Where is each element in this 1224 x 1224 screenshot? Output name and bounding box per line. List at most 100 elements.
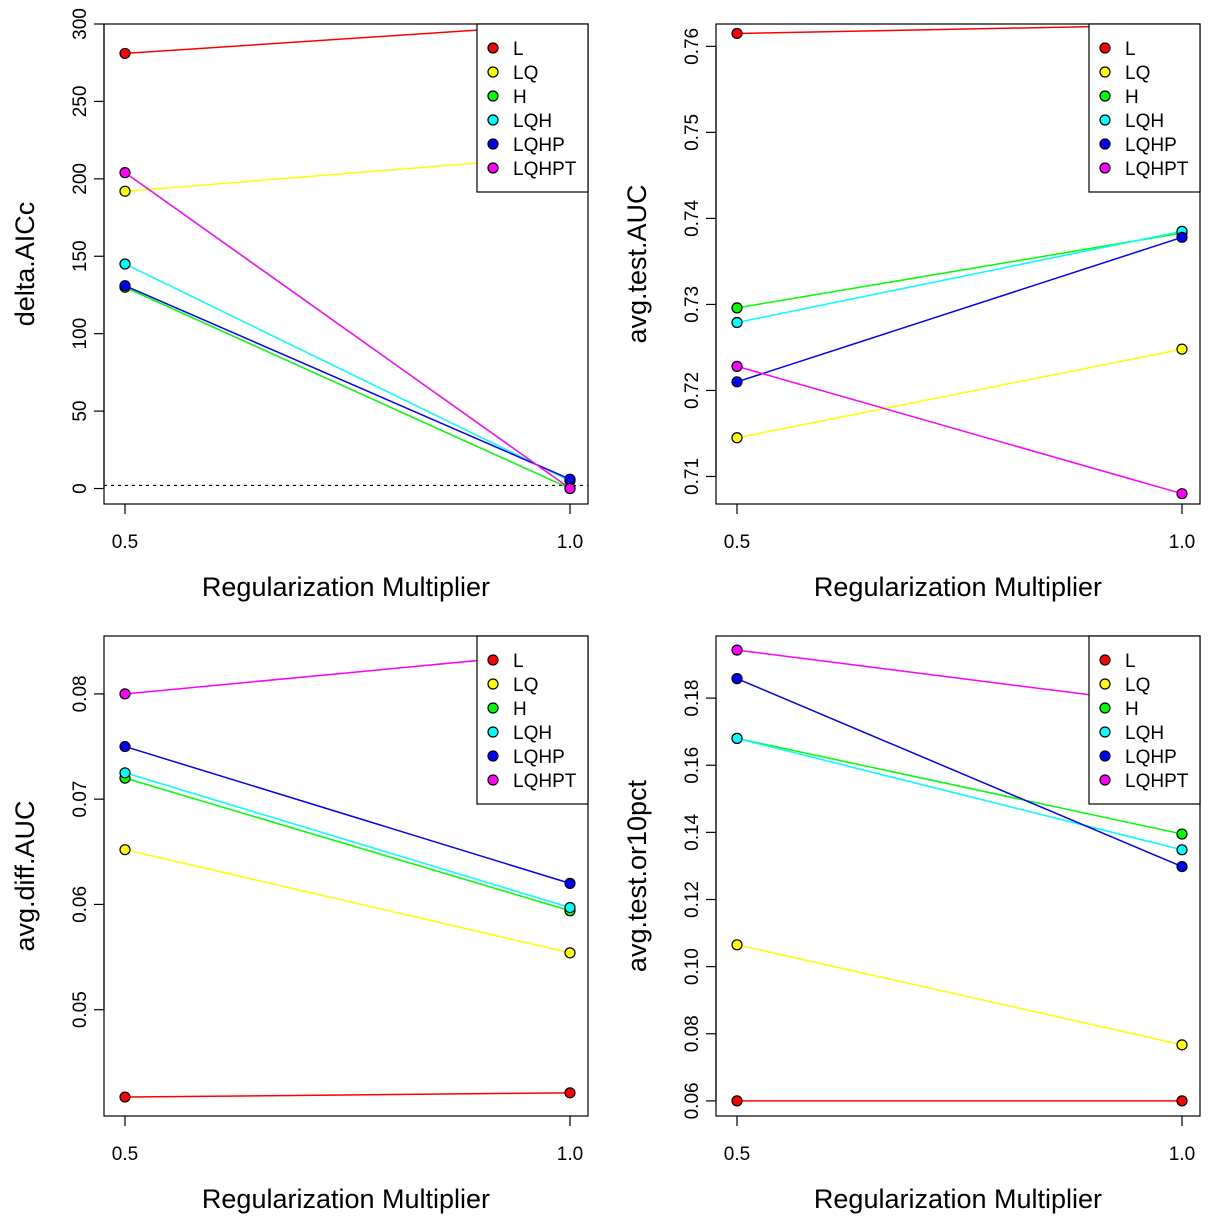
y-tick-label: 250	[70, 86, 91, 118]
legend-marker-LQHP	[487, 138, 499, 150]
series-line-H	[124, 286, 571, 490]
legend-label-LQHPT: LQHPT	[1125, 771, 1189, 792]
data-point-LQ	[731, 939, 743, 951]
plot-area	[731, 24, 1188, 500]
data-point-LQHP	[564, 877, 576, 889]
legend-marker-L	[487, 654, 499, 666]
data-point-LQHPT	[1176, 488, 1188, 500]
legend-label-LQHP: LQHP	[513, 747, 565, 768]
legend-marker-LQH	[1099, 114, 1111, 126]
data-point-L	[731, 1095, 743, 1107]
series-line-LQ	[736, 348, 1183, 439]
data-point-LQHP	[1176, 861, 1188, 873]
x-tick-label: 1.0	[1169, 1144, 1195, 1165]
data-point-LQ	[1176, 1039, 1188, 1051]
legend-marker-LQ	[1099, 66, 1111, 78]
legend-marker-H	[1099, 702, 1111, 714]
x-tick-label: 1.0	[1169, 532, 1195, 553]
data-point-LQH	[731, 316, 743, 329]
y-tick-label: 0.71	[682, 458, 703, 495]
data-point-LQHPT	[564, 482, 576, 495]
data-point-LQ	[731, 432, 743, 444]
legend-marker-L	[1099, 654, 1111, 666]
data-point-H	[731, 302, 743, 314]
legend-marker-LQH	[487, 114, 499, 126]
data-point-LQHPT	[731, 644, 743, 656]
panel-4: 0.06 0.08 0.10 0.12 0.14 0.16 0.18 0.5 1.0 Regula…	[622, 635, 1201, 1214]
x-tick-label: 1.0	[557, 532, 583, 553]
legend-label-LQ: LQ	[1125, 63, 1150, 84]
data-point-LQH	[1176, 844, 1188, 856]
data-point-L	[731, 27, 743, 40]
y-axis-title: avg.diff.AUC	[10, 800, 40, 951]
y-axis-title: avg.test.AUC	[622, 184, 652, 343]
x-tick-label: 0.5	[112, 1144, 138, 1165]
series-line-LQH	[124, 772, 571, 909]
legend-marker-H	[487, 702, 499, 714]
series-line-LQHP	[124, 284, 571, 480]
legend-marker-LQHPT	[487, 162, 499, 174]
legend-label-LQH: LQH	[513, 723, 552, 744]
y-tick-label: 0.73	[682, 286, 703, 323]
series-line-LQHP	[736, 677, 1183, 868]
legend-marker-L	[1099, 42, 1111, 54]
x-tick-label: 0.5	[112, 532, 138, 553]
series-line-H	[736, 737, 1183, 835]
y-tick-label: 0.05	[70, 991, 91, 1028]
x-axis-title: Regularization Multiplier	[814, 1184, 1102, 1214]
legend-label-H: H	[1125, 699, 1139, 720]
legend-label-LQHP: LQHP	[513, 135, 565, 156]
legend-label-L: L	[1125, 651, 1136, 672]
y-axis-title: avg.test.or10pct	[622, 779, 652, 972]
data-point-L	[1176, 1095, 1188, 1107]
y-tick-label: 50	[70, 401, 91, 422]
data-point-LQHP	[1176, 231, 1188, 243]
panel-3: 0.05 0.06 0.07 0.08 0.5 1.0 Regularization Mul…	[10, 635, 589, 1214]
panel-1: 0 50 100 150 200 250 300 0.5 1.0 Regularization M…	[10, 8, 589, 602]
legend-label-LQHPT: LQHPT	[1125, 159, 1189, 180]
legend-marker-L	[487, 42, 499, 54]
series-line-LQHPT	[124, 172, 571, 490]
legend-marker-LQHPT	[487, 774, 499, 786]
legend-label-LQHPT: LQHPT	[513, 771, 577, 792]
data-point-LQHP	[119, 280, 131, 292]
data-point-LQHP	[564, 473, 576, 485]
series-line-LQHP	[736, 236, 1183, 383]
data-point-LQH	[119, 258, 131, 270]
plot-area	[119, 646, 576, 1103]
legend-marker-LQHPT	[1099, 162, 1111, 174]
legend-marker-H	[1099, 90, 1111, 102]
y-tick-label: 0.12	[682, 881, 703, 918]
legend-label-L: L	[513, 39, 524, 60]
y-tick-label: 0.72	[682, 372, 703, 409]
y-tick-label: 0.08	[70, 675, 91, 712]
series-line-H	[736, 232, 1183, 309]
data-point-L	[119, 1091, 131, 1103]
data-point-LQ	[119, 844, 131, 856]
legend-marker-H	[487, 90, 499, 102]
y-tick-label: 0.76	[682, 28, 703, 65]
x-tick-label: 0.5	[724, 1144, 750, 1165]
y-tick-label: 200	[70, 163, 91, 195]
x-axis-title: Regularization Multiplier	[814, 572, 1102, 602]
series-line-L	[124, 1092, 571, 1098]
series-line-H	[124, 777, 571, 912]
data-point-LQHPT	[731, 360, 743, 372]
legend-label-L: L	[1125, 39, 1136, 60]
legend-label-H: H	[513, 87, 527, 108]
data-point-LQ	[119, 185, 131, 197]
data-point-LQH	[119, 767, 131, 779]
data-point-L	[119, 47, 131, 60]
data-point-LQHPT	[119, 688, 131, 700]
x-axis-title: Regularization Multiplier	[202, 572, 490, 602]
series-line-LQHPT	[736, 365, 1183, 495]
data-point-LQHP	[119, 740, 131, 753]
y-tick-label: 0.16	[682, 747, 703, 784]
legend-marker-LQ	[1099, 678, 1111, 690]
legend-marker-LQ	[487, 678, 499, 690]
y-tick-label: 0.07	[70, 781, 91, 818]
legend-label-LQHP: LQHP	[1125, 747, 1177, 768]
